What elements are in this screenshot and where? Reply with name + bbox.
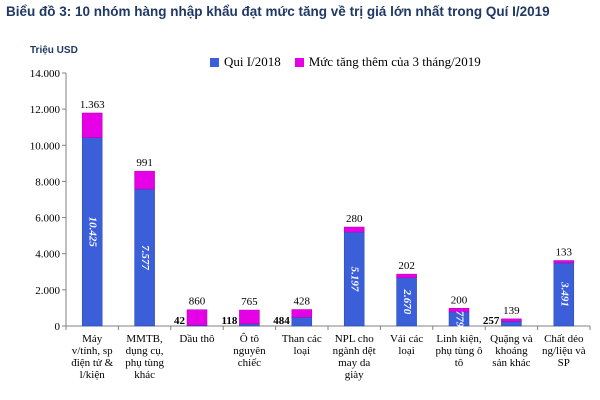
y-tick-label: 4.000 [35, 249, 60, 261]
x-category-label: phụ tùng [125, 357, 164, 369]
legend-swatch-increase [294, 57, 304, 67]
data-label-base: 484 [273, 315, 290, 327]
y-tick-label: 6.000 [35, 213, 60, 225]
data-label-base: 5.197 [349, 267, 361, 292]
data-label-increase: 280 [346, 213, 363, 225]
chart-legend: Qui I/2018 Mức tăng thêm của 3 tháng/201… [210, 54, 481, 70]
data-label-increase: 202 [398, 260, 415, 272]
y-tick-label: 10.000 [30, 140, 61, 152]
x-category-label: chiếc [238, 357, 261, 369]
y-tick-label: 2.000 [35, 285, 60, 297]
x-category-label: sản khác [492, 357, 530, 369]
x-category-label: phụ tùng ô [435, 345, 483, 357]
bar-qui-i-2018 [291, 317, 313, 327]
y-tick-label: 8.000 [35, 176, 60, 188]
bar-muc-tang-them [448, 308, 470, 313]
bar-muc-tang-them [81, 112, 103, 138]
bar-qui-i-2018 [501, 321, 522, 327]
data-label-base: 10.425 [87, 217, 99, 248]
bar-muc-tang-them [343, 226, 365, 233]
bar-muc-tang-them [239, 309, 260, 325]
y-tick-label: 12.000 [30, 104, 61, 116]
data-label-base: 118 [221, 315, 237, 327]
bar-muc-tang-them [291, 309, 313, 318]
x-category-label: Than các [282, 333, 322, 345]
legend-item-increase: Mức tăng thêm của 3 tháng/2019 [294, 54, 481, 70]
y-tick-label: 0 [55, 321, 61, 333]
data-label-base: 779 [453, 311, 465, 328]
bar-muc-tang-them [553, 260, 575, 264]
x-category-label: v/tính, sp [72, 345, 113, 357]
x-category-label: khoáng [495, 345, 528, 357]
data-label-increase: 428 [294, 296, 311, 308]
x-category-label: NPL cho [335, 333, 375, 345]
data-label-base: 7.577 [139, 245, 151, 270]
data-label-increase: 765 [241, 296, 258, 308]
x-category-label: tô [455, 357, 464, 369]
legend-label-base: Qui I/2018 [224, 54, 281, 69]
data-label-base: 2.670 [401, 288, 413, 314]
x-category-label: SP [558, 357, 570, 369]
x-category-label: loại [294, 345, 311, 357]
data-label-increase: 200 [451, 294, 468, 306]
chart-title: Biểu đồ 3: 10 nhóm hàng nhập khẩu đạt mứ… [6, 4, 550, 19]
x-category-label: l/kiện [80, 369, 106, 381]
legend-swatch-base [210, 57, 219, 67]
bar-muc-tang-them [501, 318, 522, 322]
y-tick-label: 14.000 [30, 68, 61, 80]
x-category-label: ng/liệu và [542, 345, 586, 357]
x-category-label: ngành dệt [333, 345, 376, 357]
data-label-increase: 860 [189, 296, 206, 308]
x-category-label: Máy [82, 333, 103, 345]
x-category-label: Quặng và [490, 333, 533, 345]
legend-label-increase: Mức tăng thêm của 3 tháng/2019 [308, 54, 481, 69]
x-category-label: Chất dẻo [544, 333, 584, 345]
bar-muc-tang-them [396, 273, 417, 278]
x-category-label: loại [398, 345, 415, 357]
data-label-base: 42 [174, 315, 186, 327]
y-axis-unit: Triệu USD [30, 45, 78, 56]
data-label-increase: 991 [136, 157, 153, 169]
x-category-label: khác [134, 369, 155, 381]
x-category-label: Linh kiện, [436, 333, 481, 345]
data-label-increase: 139 [503, 305, 520, 317]
bar-qui-i-2018 [239, 323, 260, 327]
bar-muc-tang-them [186, 309, 208, 326]
x-category-label: Dầu thô [179, 333, 215, 345]
x-category-label: may da [338, 357, 370, 369]
data-label-increase: 1.363 [80, 99, 105, 111]
data-label-base: 3.491 [558, 281, 570, 307]
x-category-label: nguyên [233, 345, 266, 357]
bar-muc-tang-them [134, 170, 155, 190]
x-category-label: điện tử & [71, 357, 113, 369]
x-category-label: Ô tô [240, 333, 260, 345]
x-category-label: Vải các [390, 333, 423, 345]
data-label-base: 257 [483, 315, 500, 327]
x-category-label: MMTB, [126, 333, 163, 345]
x-category-label: giày [345, 369, 364, 381]
x-category-label: dụng cụ, [126, 345, 164, 357]
data-label-increase: 133 [556, 247, 573, 259]
legend-item-base: Qui I/2018 [210, 54, 281, 70]
